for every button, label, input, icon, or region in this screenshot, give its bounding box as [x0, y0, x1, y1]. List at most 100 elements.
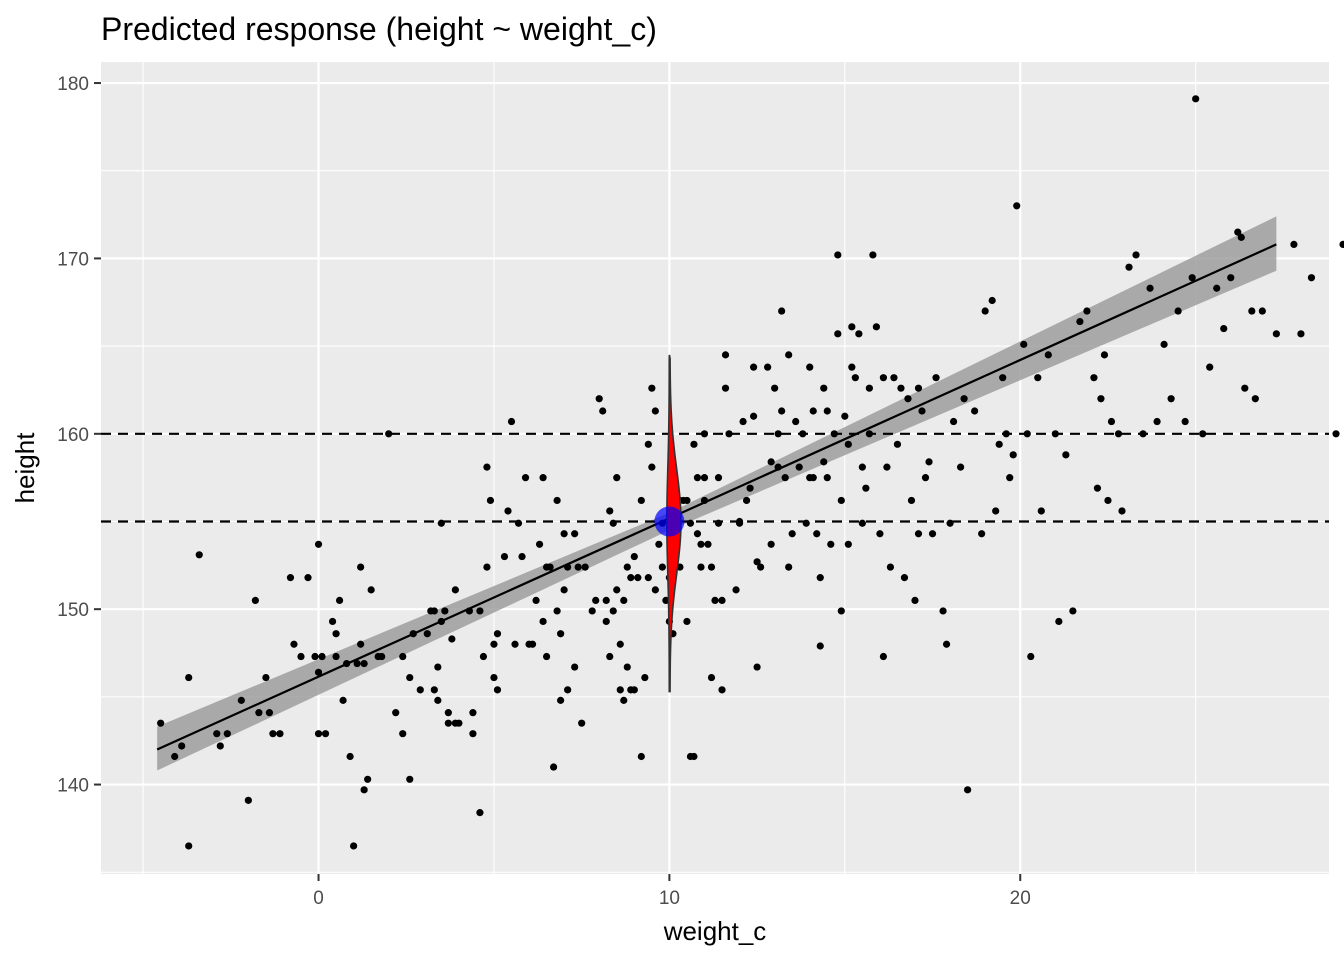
- data-point: [725, 430, 733, 438]
- data-point: [574, 563, 582, 571]
- data-point: [774, 430, 782, 438]
- data-point: [957, 463, 965, 471]
- y-tick-label: 150: [57, 600, 89, 621]
- data-point: [693, 530, 702, 538]
- data-point: [1237, 233, 1245, 241]
- data-point: [623, 563, 631, 571]
- data-point: [434, 696, 442, 704]
- data-point: [171, 752, 179, 761]
- data-point: [406, 673, 414, 682]
- data-point: [851, 374, 859, 382]
- data-point: [328, 617, 337, 626]
- data-point: [392, 709, 400, 717]
- data-point: [823, 474, 831, 482]
- data-point: [490, 673, 498, 682]
- data-point: [904, 395, 912, 403]
- plot-panel: [101, 62, 1329, 874]
- data-point: [1227, 274, 1235, 282]
- data-point: [553, 607, 561, 615]
- data-point: [641, 673, 649, 682]
- data-point: [644, 440, 652, 448]
- data-point: [476, 607, 484, 615]
- data-point: [879, 374, 888, 382]
- data-point: [321, 730, 330, 738]
- data-point: [528, 640, 537, 648]
- data-point: [571, 530, 579, 538]
- data-point: [1220, 324, 1228, 333]
- data-point: [1206, 363, 1214, 371]
- data-point: [581, 563, 589, 571]
- data-point: [809, 474, 817, 482]
- data-point: [644, 574, 652, 582]
- data-point: [265, 709, 274, 717]
- data-point: [942, 640, 951, 648]
- data-point: [795, 463, 803, 471]
- data-point: [441, 607, 449, 615]
- data-point: [921, 474, 930, 482]
- data-point: [897, 384, 905, 392]
- data-point: [855, 330, 863, 338]
- data-point: [879, 652, 888, 661]
- data-point: [865, 384, 873, 392]
- data-point: [827, 540, 835, 548]
- data-point: [616, 640, 624, 648]
- data-point: [714, 474, 723, 482]
- data-point: [1118, 507, 1126, 515]
- data-point: [627, 574, 635, 582]
- data-point: [778, 307, 786, 315]
- data-point: [630, 686, 638, 694]
- data-point: [995, 440, 1003, 448]
- predicted-point: [654, 506, 685, 537]
- data-point: [521, 474, 530, 482]
- data-point: [858, 463, 866, 471]
- data-point: [1114, 430, 1123, 438]
- data-point: [542, 652, 551, 661]
- data-point: [571, 663, 579, 671]
- data-point: [237, 696, 245, 704]
- data-point: [764, 363, 772, 371]
- data-point: [707, 673, 716, 682]
- data-point: [399, 652, 407, 661]
- data-point: [350, 842, 358, 850]
- data-point: [869, 251, 877, 259]
- data-point: [655, 540, 663, 548]
- data-point: [416, 686, 424, 694]
- data-point: [385, 430, 393, 438]
- data-point: [1125, 263, 1133, 271]
- data-point: [971, 407, 979, 415]
- data-point: [834, 330, 842, 338]
- data-point: [1097, 395, 1105, 403]
- data-point: [483, 463, 491, 471]
- data-point: [978, 530, 986, 538]
- data-point: [297, 652, 305, 661]
- data-point: [339, 696, 347, 704]
- data-point: [932, 374, 940, 382]
- data-point: [455, 719, 463, 727]
- data-point: [185, 842, 193, 850]
- data-point: [1174, 307, 1182, 315]
- data-point: [399, 730, 407, 738]
- data-point: [753, 663, 761, 671]
- data-point: [406, 775, 414, 783]
- data-point: [1069, 607, 1077, 615]
- data-point: [157, 719, 165, 727]
- data-point: [939, 607, 947, 615]
- data-point: [332, 630, 340, 638]
- data-point: [928, 530, 937, 538]
- data-point: [1055, 617, 1063, 626]
- data-point: [785, 351, 793, 359]
- data-point: [925, 458, 933, 466]
- data-point: [353, 659, 361, 668]
- data-point: [493, 630, 502, 638]
- data-point: [286, 574, 295, 582]
- data-point: [1090, 374, 1098, 382]
- data-point: [357, 640, 365, 648]
- data-point: [1027, 652, 1035, 661]
- data-point: [907, 496, 916, 505]
- data-point: [602, 617, 610, 626]
- data-point: [778, 407, 786, 415]
- data-point: [493, 686, 502, 694]
- data-point: [992, 507, 1000, 515]
- data-point: [749, 363, 758, 371]
